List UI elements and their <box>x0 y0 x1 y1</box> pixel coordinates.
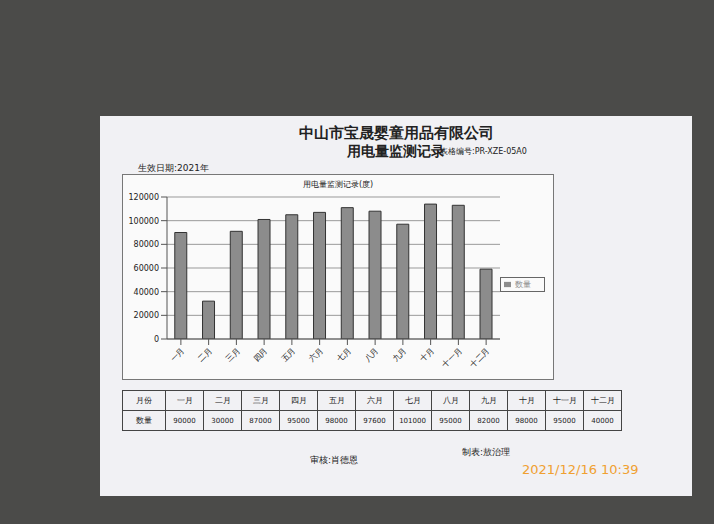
svg-text:七月: 七月 <box>335 346 353 364</box>
html-text:30000: 30000 <box>211 416 234 425</box>
html-text:97600: 97600 <box>363 416 386 425</box>
html-text:95000: 95000 <box>553 416 576 425</box>
html-text:95000: 95000 <box>439 416 462 425</box>
html-text:二月: 二月 <box>214 396 231 405</box>
html-text:数量: 数量 <box>515 279 531 289</box>
svg-text:八月: 八月 <box>363 346 381 364</box>
svg-text:100000: 100000 <box>128 217 159 226</box>
html-text:数量: 数量 <box>136 416 152 425</box>
html-text:九月: 九月 <box>480 396 497 405</box>
html-text:82000: 82000 <box>477 416 500 425</box>
svg-text:60000: 60000 <box>134 264 159 273</box>
svg-text:五月: 五月 <box>280 346 298 364</box>
html-text:95000: 95000 <box>287 416 310 425</box>
html-text:四月: 四月 <box>290 396 307 405</box>
svg-text:九月: 九月 <box>391 346 409 364</box>
html-text:98000: 98000 <box>325 416 348 425</box>
html-text:2021/12/16 10:39: 2021/12/16 10:39 <box>522 462 639 477</box>
html-text:审核:肖德恩: 审核:肖德恩 <box>310 455 358 465</box>
svg-text:一月: 一月 <box>169 346 187 364</box>
html-text:90000: 90000 <box>173 416 196 425</box>
html-text:用电量监测记录: 用电量监测记录 <box>347 143 445 159</box>
html-text:三月: 三月 <box>252 396 269 405</box>
html-text:生效日期:2021年: 生效日期:2021年 <box>138 163 209 173</box>
svg-text:十月: 十月 <box>418 346 436 364</box>
html-text:十二月: 十二月 <box>590 396 615 405</box>
svg-text:40000: 40000 <box>134 288 159 297</box>
html-text:十一月: 十一月 <box>552 396 577 405</box>
svg-text:120000: 120000 <box>128 193 159 202</box>
svg-text:三月: 三月 <box>224 346 242 364</box>
svg-text:80000: 80000 <box>134 240 159 249</box>
html-text:七月: 七月 <box>404 396 421 405</box>
svg-text:20000: 20000 <box>134 311 159 320</box>
svg-text:四月: 四月 <box>252 346 270 364</box>
svg-text:十一月: 十一月 <box>440 346 463 369</box>
html-text:制表:敖治理: 制表:敖治理 <box>462 447 510 457</box>
svg-text:六月: 六月 <box>307 346 325 364</box>
html-text:中山市宝晟婴童用品有限公司: 中山市宝晟婴童用品有限公司 <box>298 124 494 142</box>
html-text:用电量监测记录(度): 用电量监测记录(度) <box>302 180 374 189</box>
html-text:十月: 十月 <box>518 396 535 405</box>
html-text:98000: 98000 <box>515 416 538 425</box>
svg-text:十二月: 十二月 <box>468 346 491 369</box>
html-text:87000: 87000 <box>249 416 272 425</box>
html-text:一月: 一月 <box>176 396 193 405</box>
html-text:月份: 月份 <box>136 396 152 405</box>
html-text:40000: 40000 <box>591 416 614 425</box>
html-text:表格编号:PR-XZE-05A0: 表格编号:PR-XZE-05A0 <box>440 147 527 156</box>
svg-text:二月: 二月 <box>196 346 214 364</box>
html-text:六月: 六月 <box>366 396 383 405</box>
html-text:101000: 101000 <box>399 416 426 425</box>
html-text:八月: 八月 <box>442 396 459 405</box>
html-text:五月: 五月 <box>328 396 345 405</box>
svg-text:0: 0 <box>154 335 159 344</box>
